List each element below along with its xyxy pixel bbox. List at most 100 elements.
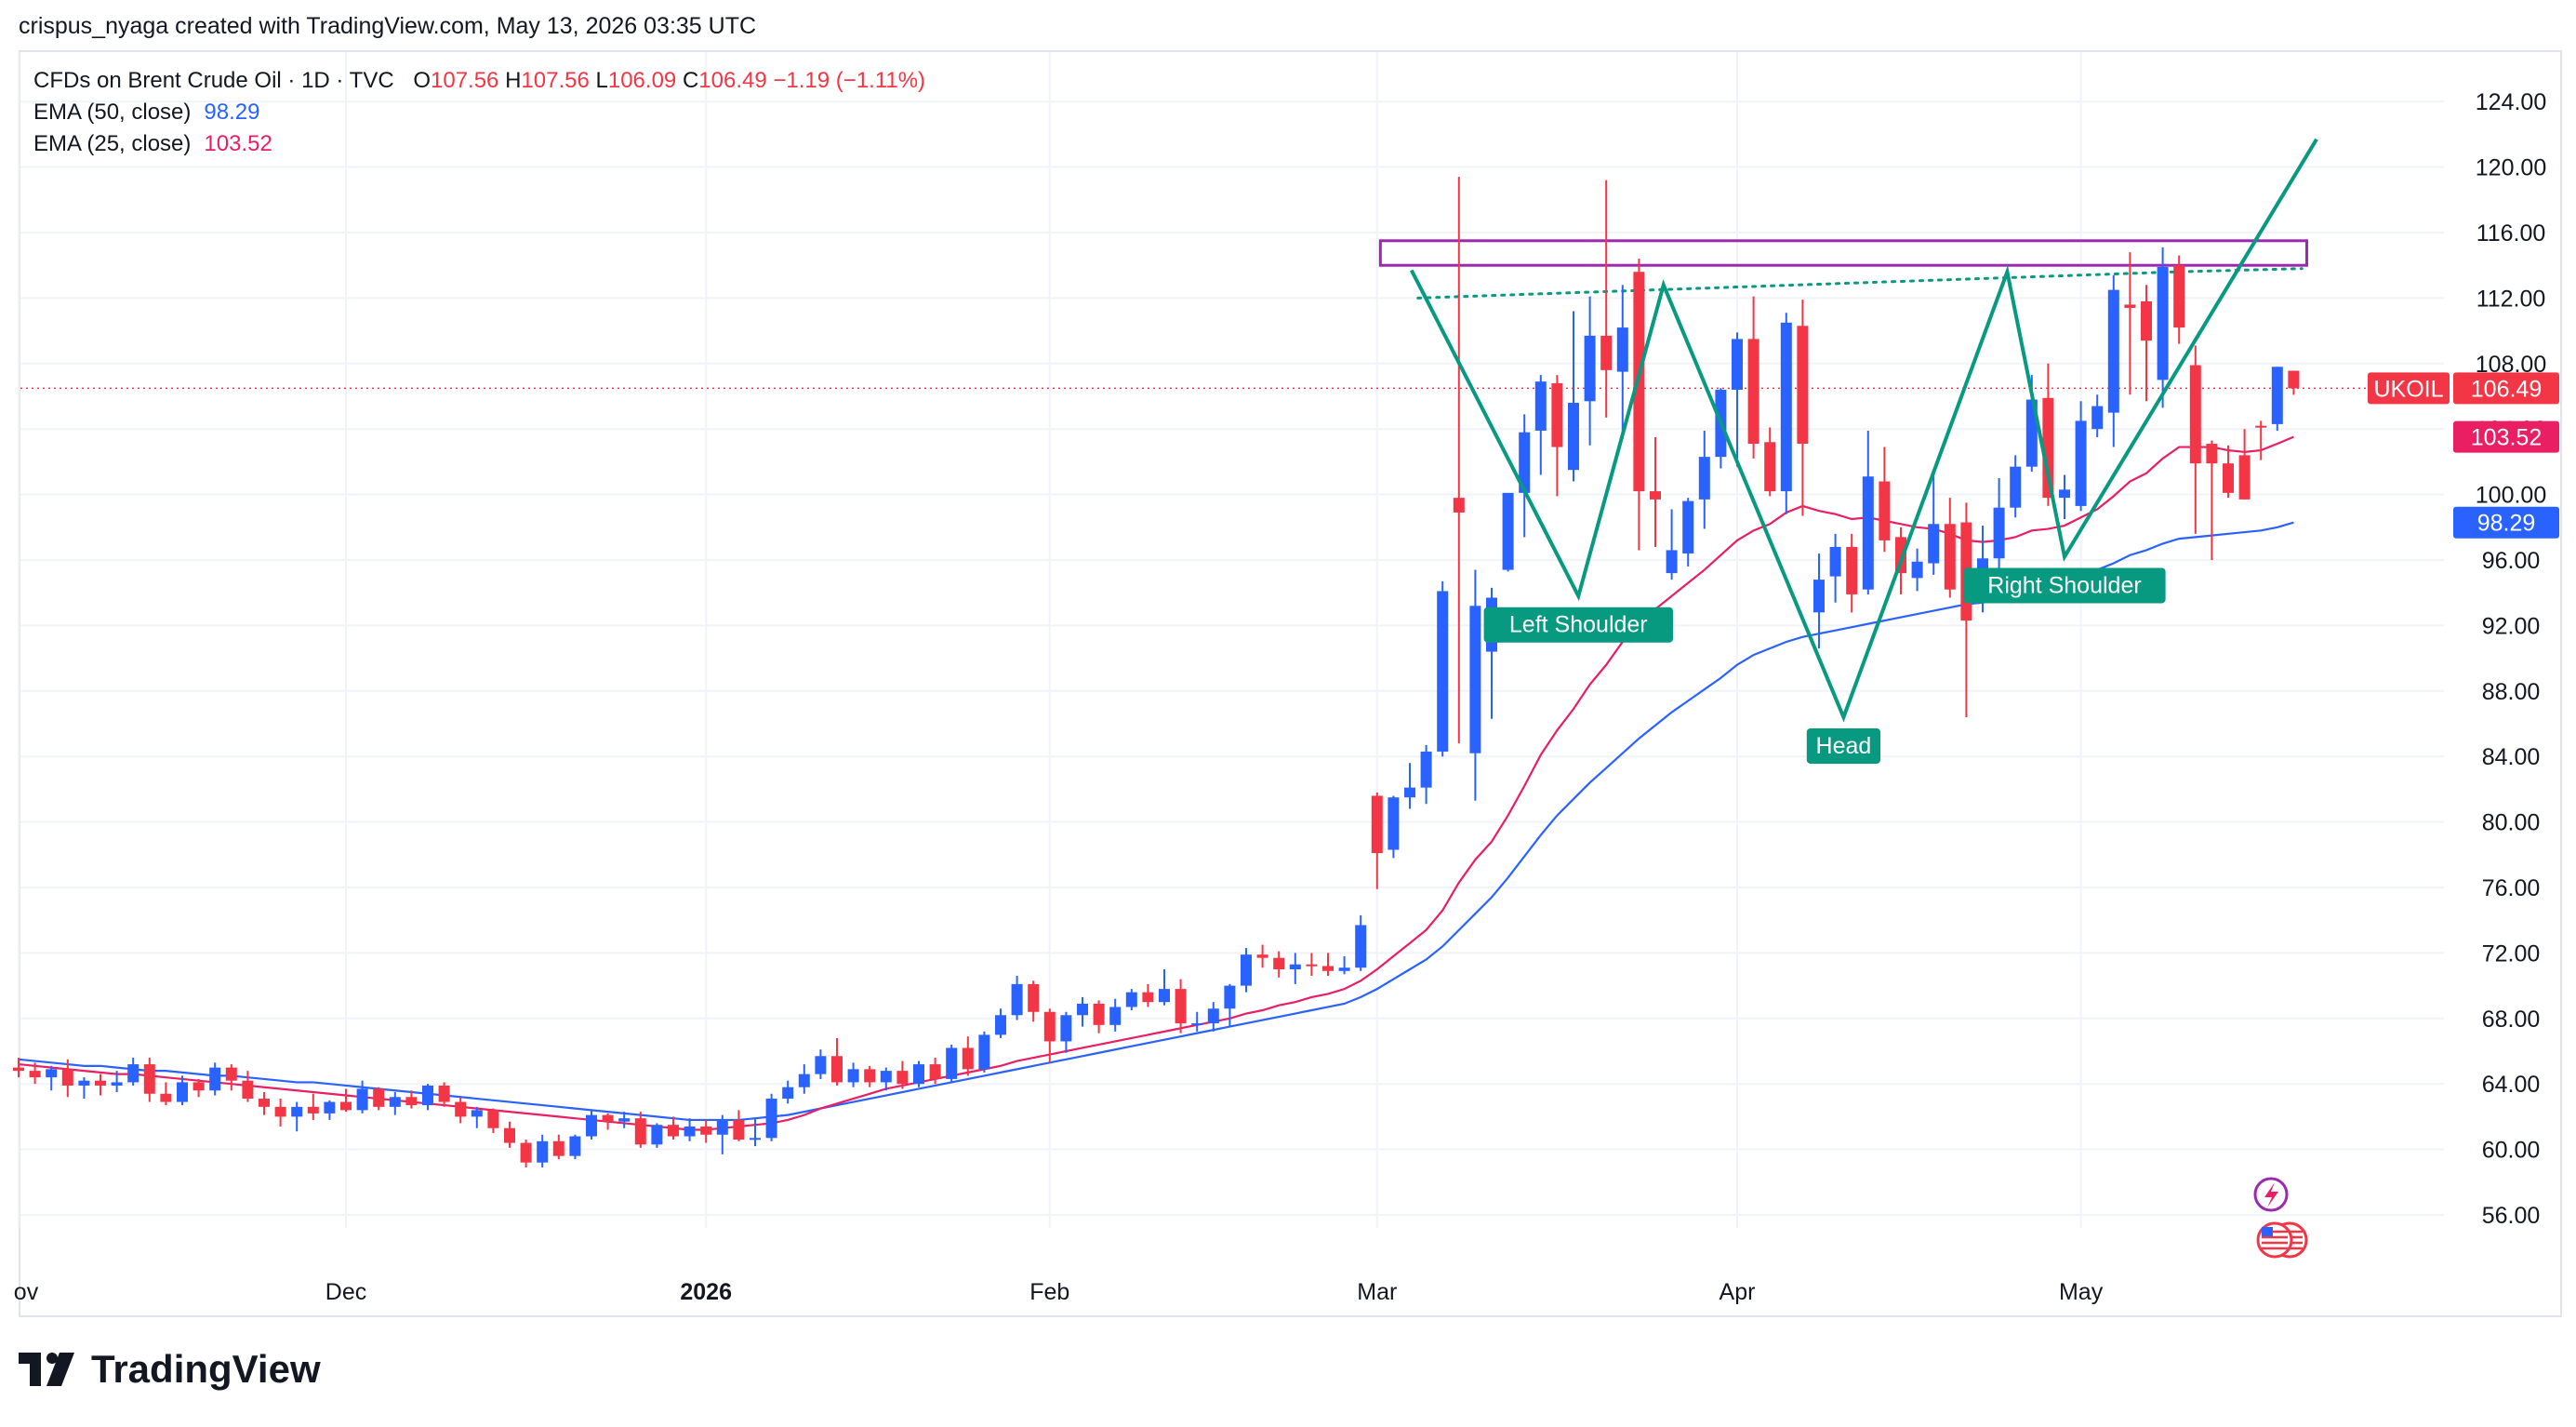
candle-up [1568, 403, 1579, 471]
candle-up [111, 1082, 123, 1086]
price-badge-value: 106.49 [2471, 376, 2542, 402]
candle-down [2124, 304, 2136, 308]
candle-down [373, 1088, 385, 1107]
price-tick-label: 68.00 [2482, 1007, 2541, 1033]
candle-down [520, 1142, 532, 1163]
legend-ema25-row[interactable]: EMA (25, close) 103.52 [33, 128, 925, 160]
candle-up [2107, 289, 2119, 413]
candle-down [1846, 546, 1858, 594]
tradingview-brand[interactable]: TradingView [19, 1347, 321, 1392]
candle-up [177, 1082, 188, 1102]
price-badge [2453, 372, 2559, 405]
price-badge-value: 98.29 [2477, 511, 2536, 537]
candle-down [1371, 795, 1383, 854]
candle-up [750, 1138, 761, 1140]
close-value: 106.49 [698, 68, 767, 93]
candle-down [2288, 370, 2300, 389]
symbol-badge-label: UKOIL [2373, 376, 2443, 402]
pattern-overlays [20, 239, 2444, 390]
candle-up [716, 1119, 728, 1135]
symbol-title[interactable]: CFDs on Brent Crude Oil · 1D · TVC [33, 68, 394, 93]
candle-down [143, 1064, 155, 1094]
candle-up [324, 1101, 336, 1114]
candle-down [1764, 442, 1776, 492]
candle-down [1093, 1003, 1105, 1025]
candle-up [1732, 339, 1743, 390]
candle-down [2042, 397, 2054, 499]
lightning-icon-ring [2253, 1177, 2289, 1212]
candle-up [1159, 989, 1170, 1003]
candle-up [1780, 322, 1792, 492]
candle-up [78, 1080, 90, 1086]
candle-down [700, 1126, 712, 1135]
candle-up [1109, 1007, 1122, 1025]
candle-down [274, 1106, 286, 1117]
candle-up [537, 1140, 549, 1163]
high-value: 107.56 [521, 68, 590, 93]
grid-lines [18, 52, 2444, 1228]
candle-up [2157, 266, 2169, 380]
candle-down [504, 1127, 515, 1143]
candle-up [1437, 591, 1449, 752]
neckline-dotted [1416, 267, 2304, 300]
candle-up [946, 1047, 958, 1079]
candle-down [487, 1110, 499, 1128]
candle-down [405, 1097, 418, 1106]
time-tick-label: Dec [325, 1279, 366, 1305]
candle-down [1273, 957, 1285, 969]
change-value: −1.19 (−1.11%) [773, 68, 926, 93]
candle-down [225, 1067, 237, 1081]
price-tick-label: 72.00 [2482, 940, 2541, 967]
price-tick-label: 100.00 [2476, 483, 2546, 509]
resistance-box [1378, 239, 2308, 267]
legend-symbol-row[interactable]: CFDs on Brent Crude Oil · 1D · TVC O107.… [33, 65, 925, 97]
candle-down [29, 1071, 41, 1078]
candle-down [1879, 481, 1891, 540]
candle-down [2255, 425, 2267, 428]
candle-down [1797, 326, 1809, 445]
time-tick-label: 2026 [680, 1279, 732, 1305]
candle-down [962, 1047, 974, 1070]
candle-up [127, 1064, 139, 1083]
flag-canton [2262, 1227, 2273, 1236]
candle-down [1043, 1011, 1056, 1042]
lightning-icon-bolt [2264, 1182, 2278, 1207]
pattern-label-box [1806, 727, 1880, 764]
candle-up [2010, 466, 2022, 508]
close-label: C [682, 68, 699, 93]
candle-up [1125, 992, 1137, 1007]
candle-up [1011, 983, 1023, 1016]
candle-down [160, 1093, 172, 1102]
candle-up [1207, 1008, 1219, 1024]
candle-up [1829, 546, 1841, 577]
candle-down [1453, 498, 1465, 513]
price-tick-label: 120.00 [2476, 155, 2546, 181]
ema25-label[interactable]: EMA (25, close) [33, 131, 192, 156]
candle-up [1911, 561, 1923, 579]
candle-down [340, 1101, 352, 1111]
ema50-value: 98.29 [204, 100, 260, 125]
candle-down [552, 1140, 564, 1156]
candle-down [2141, 300, 2152, 341]
ema50-label[interactable]: EMA (50, close) [33, 100, 192, 125]
candle-up [618, 1118, 631, 1122]
candle-up [1584, 335, 1596, 402]
candle-up [782, 1087, 794, 1100]
candle-up [1077, 1003, 1088, 1016]
candle-down [602, 1114, 614, 1122]
time-axis: ov Dec 2026 Feb Mar Apr May [14, 1279, 2104, 1305]
candle-down [1256, 954, 1268, 958]
chart-credit: crispus_nyaga created with TradingView.c… [19, 13, 757, 39]
price-tick-label: 60.00 [2482, 1138, 2541, 1164]
candle-down [95, 1080, 106, 1086]
time-tick-label: Feb [1029, 1279, 1069, 1305]
price-tick-label: 92.00 [2482, 613, 2541, 639]
time-tick-label: ov [14, 1279, 39, 1305]
time-tick-label: Apr [1720, 1279, 1756, 1305]
candle-down [1306, 964, 1318, 967]
legend-ema50-row[interactable]: EMA (50, close) 98.29 [33, 97, 925, 128]
candle-down [668, 1125, 679, 1137]
price-tick-label: 84.00 [2482, 744, 2541, 770]
price-tick-label: 88.00 [2482, 679, 2541, 705]
